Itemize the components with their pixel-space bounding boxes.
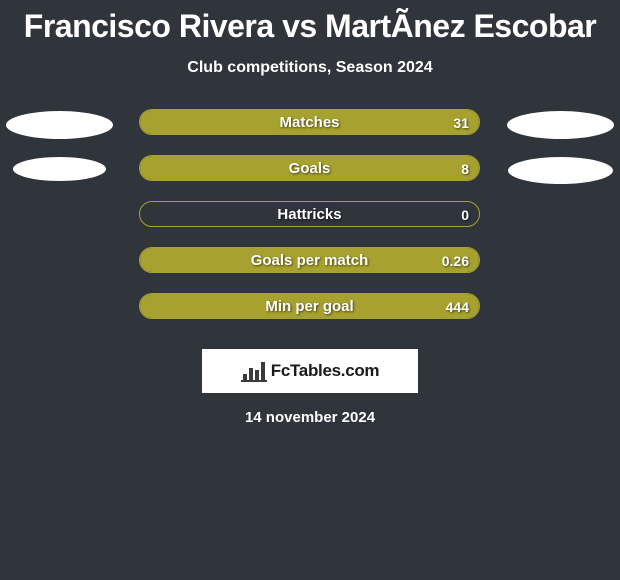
stat-value: 444 <box>446 294 469 319</box>
stat-bar: Min per goal444 <box>139 293 480 319</box>
stat-label: Hattricks <box>140 202 479 227</box>
date-line: 14 november 2024 <box>0 409 620 426</box>
stat-row: Goals per match0.26 <box>0 245 620 291</box>
right-ellipse <box>507 111 614 139</box>
stat-value: 0.26 <box>442 248 469 273</box>
stat-row: Hattricks0 <box>0 199 620 245</box>
right-ellipse <box>508 157 613 184</box>
stat-row: Goals8 <box>0 153 620 199</box>
stat-bar: Matches31 <box>139 109 480 135</box>
stat-bar: Goals per match0.26 <box>139 247 480 273</box>
stat-label: Matches <box>140 110 479 135</box>
stat-row: Matches31 <box>0 107 620 153</box>
stat-value: 8 <box>461 156 469 181</box>
bar-chart-icon <box>241 360 267 382</box>
stat-value: 0 <box>461 202 469 227</box>
stats-container: Matches31 Goals8 Hattricks0 Goals per match… <box>0 107 620 337</box>
left-ellipse <box>6 111 113 139</box>
stat-bar: Goals8 <box>139 155 480 181</box>
logo-box: FcTables.com <box>202 349 418 393</box>
stat-bar: Hattricks0 <box>139 201 480 227</box>
logo-text: FcTables.com <box>271 361 380 381</box>
stat-label: Min per goal <box>140 294 479 319</box>
stat-value: 31 <box>453 110 469 135</box>
left-ellipse <box>13 157 106 181</box>
stat-label: Goals per match <box>140 248 479 273</box>
stat-row: Min per goal444 <box>0 291 620 337</box>
page-title: Francisco Rivera vs MartÃ­nez Escobar <box>0 0 620 45</box>
subtitle: Club competitions, Season 2024 <box>0 59 620 77</box>
stat-label: Goals <box>140 156 479 181</box>
